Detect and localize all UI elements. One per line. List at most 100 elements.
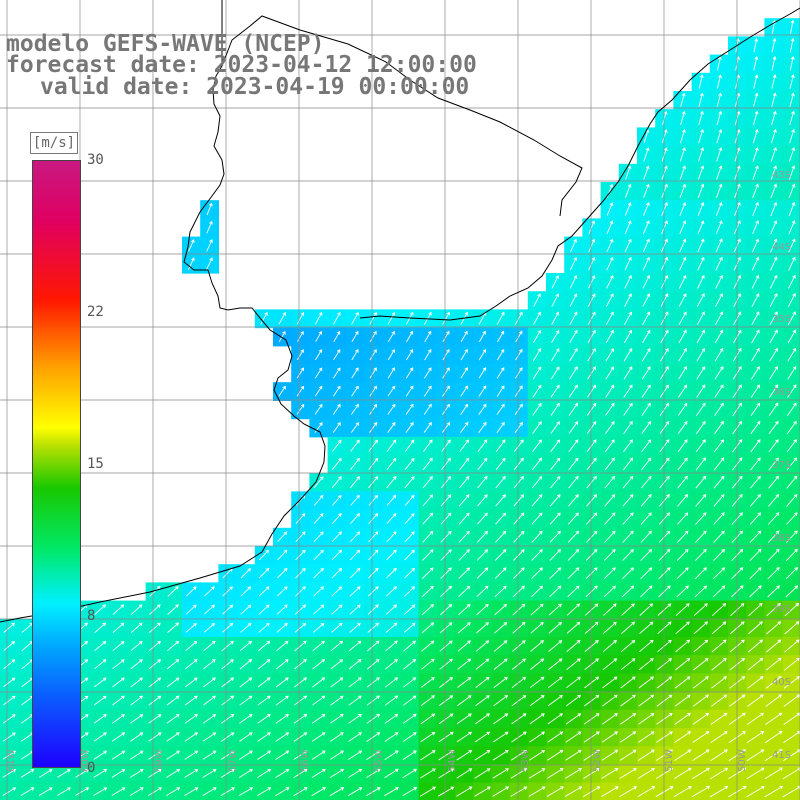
wind-arrow [568, 457, 579, 471]
wind-arrow [565, 713, 582, 725]
wind-arrow [715, 238, 723, 253]
wind-arrow [258, 549, 270, 561]
lon-label: 60W [80, 749, 91, 772]
wind-arrow [404, 439, 415, 452]
wind-arrow [622, 475, 634, 489]
wind-arrow [548, 640, 563, 652]
wind-arrow [475, 658, 490, 670]
wind-arrow [148, 732, 162, 742]
lon-label: 53W [520, 749, 531, 772]
wind-arrow [783, 731, 800, 744]
wind-arrow [784, 639, 800, 653]
wind-arrow [384, 695, 399, 706]
wind-arrow [532, 421, 542, 434]
wind-arrow [637, 786, 656, 798]
wind-arrow [406, 349, 414, 361]
wind-arrow [531, 567, 543, 580]
wind-arrow [586, 494, 597, 507]
wind-arrow [566, 603, 581, 616]
wind-arrow [348, 640, 362, 652]
wind-arrow [640, 512, 652, 525]
wind-arrow [478, 385, 487, 397]
wind-arrow [222, 622, 234, 633]
wind-arrow [441, 457, 451, 471]
wind-arrow [331, 586, 343, 597]
wind-arrow [313, 494, 324, 506]
wind-arrow [568, 494, 579, 507]
wind-arrow [696, 402, 706, 416]
valid-date: valid date: 2023-04-19 00:00:00 [40, 74, 470, 100]
wind-arrow [296, 403, 305, 415]
wind-arrow [474, 786, 491, 797]
wind-arrow [475, 713, 490, 725]
lat-label: 36S [772, 387, 791, 398]
wind-arrow [752, 128, 759, 144]
wind-arrow [347, 768, 363, 778]
wind-arrow [294, 659, 307, 670]
wind-arrow [514, 385, 523, 397]
wind-arrow [329, 768, 345, 778]
wind-arrow [311, 750, 326, 760]
wind-arrow [695, 457, 706, 471]
wind-arrow [770, 165, 778, 180]
wind-arrow [584, 658, 599, 671]
wind-arrow [275, 787, 290, 797]
wind-arrow [167, 622, 180, 634]
wind-arrow [330, 659, 344, 670]
wind-arrow [549, 530, 561, 543]
wind-arrow [714, 347, 724, 362]
wind-arrow [529, 713, 545, 725]
wind-arrow [239, 677, 253, 688]
wind-arrow [769, 274, 778, 289]
wind-arrow [768, 475, 779, 489]
wind-arrow [440, 549, 452, 561]
wind-arrow [369, 330, 377, 343]
wind-arrow [293, 732, 308, 742]
wind-arrow [458, 585, 471, 598]
wind-arrow [293, 750, 308, 760]
wind-arrow [547, 676, 563, 689]
wind-arrow [38, 769, 53, 778]
wind-arrow [513, 512, 525, 525]
wind-arrow [529, 731, 546, 743]
wind-arrow [695, 494, 707, 507]
wind-arrow [404, 494, 415, 506]
wind-arrow [350, 439, 360, 452]
wind-arrow [695, 439, 706, 453]
wind-arrow [677, 475, 688, 489]
wind-arrow [569, 366, 578, 380]
wind-arrow [695, 475, 707, 489]
wind-arrow [202, 732, 217, 742]
wind-arrow [387, 330, 395, 343]
wind-arrow [698, 128, 705, 144]
wind-arrow [765, 657, 782, 671]
wind-arrow [642, 256, 650, 271]
wind-arrow [495, 512, 507, 525]
wind-arrow [384, 787, 399, 797]
wind-arrow [511, 731, 527, 743]
wind-arrow [94, 622, 107, 633]
wind-arrow [239, 750, 253, 760]
wind-arrow [257, 640, 271, 652]
wind-arrow [673, 786, 692, 798]
wind-arrow [315, 330, 322, 342]
wind-arrow [547, 713, 564, 725]
wind-arrow [675, 658, 691, 671]
wind-arrow [494, 622, 508, 634]
wind-arrow [697, 220, 705, 235]
wind-arrow [767, 567, 780, 580]
wind-arrow [351, 349, 359, 361]
colorbar-tick-15: 15 [87, 456, 104, 472]
wind-arrow [130, 714, 144, 724]
wind-arrow [695, 512, 707, 525]
wind-arrow [546, 786, 564, 797]
wind-arrow [130, 695, 144, 706]
wind-arrow [583, 731, 600, 743]
wind-arrow [693, 658, 709, 671]
wind-arrow [331, 513, 342, 524]
wind-arrow [277, 531, 288, 543]
wind-arrow [351, 330, 359, 343]
wind-arrow [384, 732, 399, 742]
wind-arrow [588, 220, 596, 234]
wind-arrow [547, 731, 564, 743]
